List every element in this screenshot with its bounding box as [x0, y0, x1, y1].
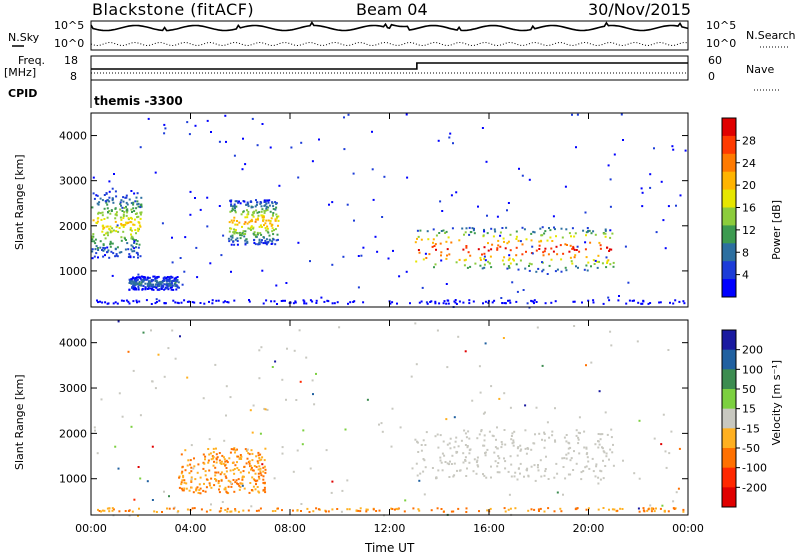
colorbar-tick-label: 8 [742, 246, 749, 259]
colorbar-tick-label: -50 [742, 442, 760, 455]
ytick-label: 1000 [59, 473, 87, 486]
velocity-heatmap [93, 320, 685, 517]
nsky-panel-frame [90, 20, 689, 51]
ytick-label: 2000 [59, 220, 87, 233]
x-axis-label: Time UT [365, 541, 415, 555]
colorbar-swatch [722, 225, 736, 244]
nsearch-trace [90, 41, 689, 47]
power-ylabel: Slant Range [km] [13, 154, 26, 250]
ytick-label: 3000 [59, 175, 87, 188]
colorbar-swatch [722, 207, 736, 226]
ytick-label: 3000 [59, 382, 87, 395]
colorbar-frame [721, 329, 737, 508]
colorbar-tick-label: 200 [742, 344, 763, 357]
velocity-panel-frame [90, 319, 689, 516]
freq-tick-hi: 18 [64, 54, 78, 67]
colorbar-swatch [722, 369, 736, 390]
colorbar-swatch [722, 389, 736, 410]
nsky-tick-hi: 10^5 [54, 19, 85, 32]
colorbar-swatch [722, 467, 736, 488]
cpid-value: themis -3300 [94, 94, 183, 108]
xtick-label: 08:00 [274, 522, 306, 535]
colorbar-swatch [722, 330, 736, 351]
xtick-label: 20:00 [573, 522, 605, 535]
colorbar-swatch [722, 261, 736, 280]
colorbar-swatch [722, 279, 736, 298]
colorbar-swatch [722, 118, 736, 137]
colorbar-tick-label: 100 [742, 363, 763, 376]
velocity-colorbar-label: Velocity [m s⁻¹] [770, 360, 783, 446]
colorbar-tick-label: 28 [742, 134, 756, 147]
beam-title: Beam 04 [356, 0, 428, 19]
colorbar-tick-label: 20 [742, 179, 756, 192]
colorbar-tick-label: 50 [742, 383, 756, 396]
xtick-label: 04:00 [175, 522, 207, 535]
colorbar-tick-label: 4 [742, 269, 749, 282]
cpid-label: CPID [8, 87, 38, 100]
colorbar-tick-label: 24 [742, 157, 756, 170]
velocity-ylabel: Slant Range [km] [13, 374, 26, 470]
nave-tick-lo: 0 [708, 70, 715, 83]
colorbar-swatch [722, 487, 736, 508]
colorbar-tick-label: -200 [742, 481, 767, 494]
colorbar-tick-label: 16 [742, 202, 756, 215]
xtick-label: 00:00 [672, 522, 704, 535]
ytick-label: 4000 [59, 130, 87, 143]
colorbar-swatch [722, 171, 736, 191]
colorbar-tick-label: -15 [742, 422, 760, 435]
power-panel-frame [90, 112, 689, 308]
colorbar-tick-label: -100 [742, 462, 767, 475]
colorbar-swatch [722, 448, 736, 469]
nsky-label: N.Sky [8, 31, 40, 44]
xtick-label: 16:00 [473, 522, 505, 535]
colorbar-swatch [722, 189, 736, 208]
station-title: Blackstone (fitACF) [92, 0, 255, 19]
ytick-label: 2000 [59, 427, 87, 440]
nsky-trace [90, 21, 689, 32]
ytick-label: 4000 [59, 337, 87, 350]
xtick-label: 12:00 [374, 522, 406, 535]
colorbar-swatch [722, 428, 736, 449]
nave-label: Nave [746, 63, 775, 76]
colorbar-swatch [722, 243, 736, 262]
colorbar-tick-label: 12 [742, 224, 756, 237]
nsearch-tick-lo: 10^0 [706, 37, 737, 50]
date-title: 30/Nov/2015 [588, 0, 692, 19]
power-heatmap [91, 113, 687, 309]
freq-label-1: Freq. [18, 54, 46, 67]
ytick-label: 1000 [59, 265, 87, 278]
colorbar-tick-label: 15 [742, 403, 756, 416]
colorbar-swatch [722, 408, 736, 429]
colorbar-swatch [722, 349, 736, 370]
colorbar-swatch [722, 153, 736, 173]
colorbar-swatch [722, 135, 736, 155]
xtick-label: 00:00 [75, 522, 107, 535]
nsearch-label: N.Search [746, 29, 796, 42]
freq-label-2: [MHz] [4, 66, 37, 79]
freq-trace [91, 62, 688, 70]
nsky-tick-lo: 10^0 [54, 37, 85, 50]
power-colorbar-label: Power [dB] [770, 200, 783, 260]
freq-panel-frame [90, 55, 689, 81]
nsearch-tick-hi: 10^5 [706, 19, 737, 32]
freq-tick-lo: 8 [70, 70, 77, 83]
nave-tick-hi: 60 [708, 54, 722, 67]
